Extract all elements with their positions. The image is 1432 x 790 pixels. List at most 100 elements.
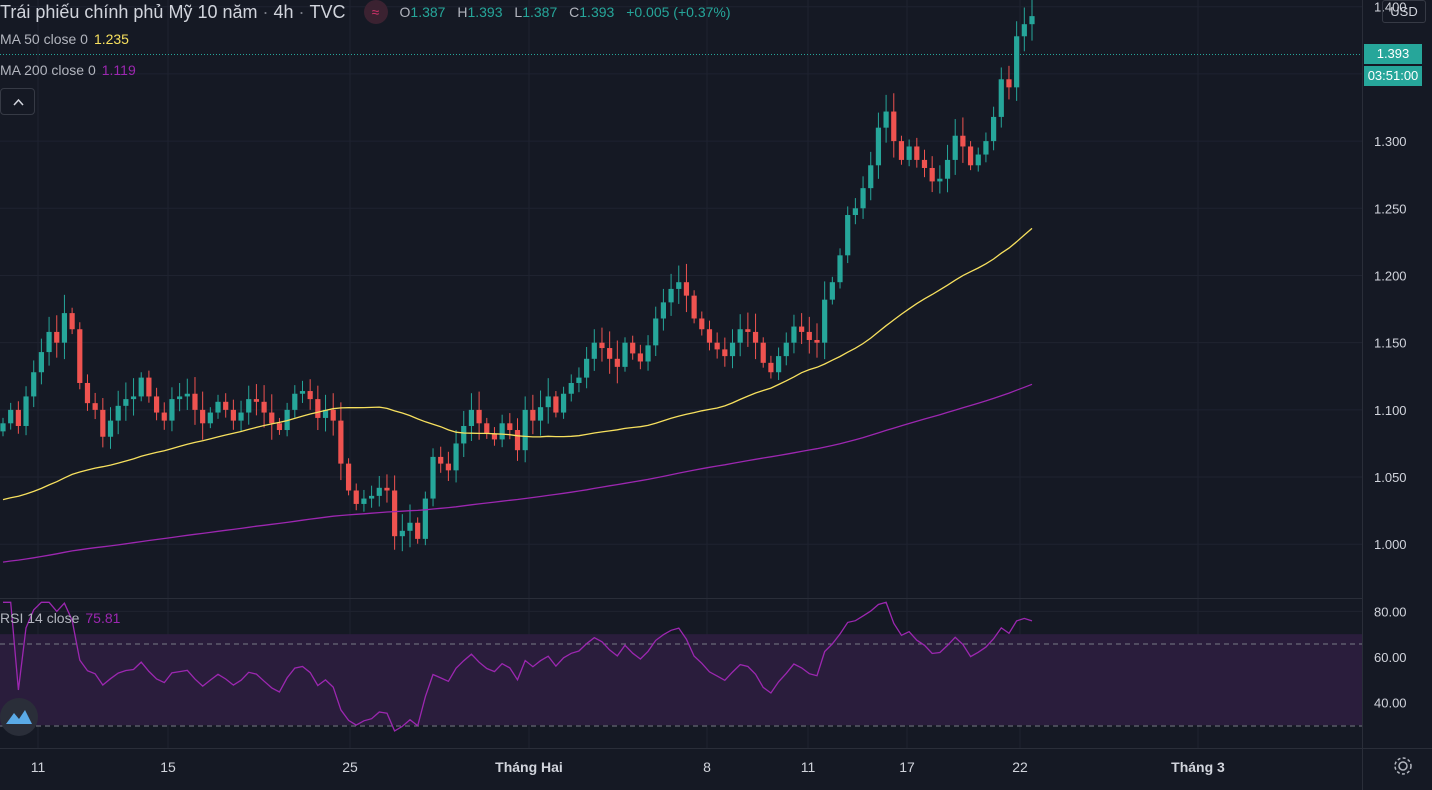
candle-body (645, 345, 651, 362)
candle-body (31, 372, 37, 397)
rsi-overbought-oversold-band (0, 634, 1362, 726)
x-tick-label: 8 (703, 759, 711, 775)
candle-body (553, 396, 559, 413)
candle-body (967, 146, 974, 166)
candle-body (115, 405, 121, 421)
symbol-title[interactable]: Trái phiếu chính phủ Mỹ 10 năm (0, 1, 258, 22)
candle-body (153, 396, 160, 413)
chevron-up-icon (13, 98, 24, 106)
candle-body (576, 377, 582, 383)
candle-body (860, 188, 866, 209)
candle-body (261, 401, 267, 413)
y-tick-label: 1.250 (1374, 201, 1407, 216)
open-value: 1.387 (410, 4, 446, 20)
ma50-value: 1.235 (93, 31, 129, 47)
y-tick-label: 1.050 (1374, 470, 1407, 485)
candle-body (230, 409, 236, 421)
candle-body (507, 423, 513, 431)
candle-body (307, 391, 313, 400)
candle-body (353, 490, 359, 504)
candle-body (921, 159, 928, 168)
candle-body (322, 409, 329, 418)
ma50-legend[interactable]: MA 50 close 0 1.235 (0, 31, 129, 47)
candle-body (875, 127, 882, 166)
candle-body (683, 282, 690, 296)
candle-body (607, 348, 613, 359)
candle-body (706, 329, 713, 343)
candle-body (468, 409, 475, 426)
ma50-line (2, 227, 1033, 501)
candle-body (253, 399, 260, 402)
candle-body (637, 353, 643, 362)
y-tick-label: 1.150 (1374, 336, 1407, 351)
candle-body (1021, 24, 1027, 37)
currency-button[interactable]: USD (1382, 0, 1426, 23)
candle-body (630, 342, 636, 354)
candle-body (368, 495, 375, 499)
collapse-legend-button[interactable] (0, 88, 35, 115)
candle-body (522, 409, 528, 451)
rsi-legend[interactable]: RSI 14 close 75.81 (0, 610, 120, 626)
source-label: TVC (309, 1, 346, 22)
candle-body (768, 362, 774, 373)
tradingview-logo-button[interactable] (0, 698, 38, 736)
low-value: 1.387 (522, 4, 558, 20)
candle-body (691, 295, 697, 319)
candle-body (791, 326, 797, 343)
candle-body (699, 318, 705, 330)
countdown-badge: 03:51:00 (1364, 66, 1422, 86)
candle-body (407, 522, 413, 531)
candle-body (491, 434, 498, 440)
candle-body (453, 443, 459, 471)
gear-icon[interactable] (1392, 755, 1414, 777)
candle-body (914, 146, 920, 160)
candle-body (345, 463, 352, 491)
candle-body (46, 331, 52, 353)
interval-label[interactable]: 4h (273, 1, 294, 22)
rsi-line (3, 601, 1033, 732)
candle-body (545, 396, 551, 408)
candle-body (392, 490, 398, 537)
candle-body (991, 116, 997, 142)
x-tick-label: Tháng 3 (1171, 759, 1225, 775)
candle-body (315, 399, 321, 418)
ma200-legend[interactable]: MA 200 close 0 1.119 (0, 62, 136, 78)
candle-body (269, 412, 275, 424)
candle-body (729, 342, 736, 357)
symbol-legend[interactable]: Trái phiếu chính phủ Mỹ 10 năm · 4h · TV… (0, 0, 731, 24)
candle-body (530, 409, 536, 421)
change-value: +0.005 (+0.37%) (626, 4, 731, 20)
candle-body (906, 146, 912, 160)
wave-icon[interactable]: ≈ (363, 0, 388, 24)
separator: · (262, 1, 269, 22)
candle-body (38, 352, 44, 373)
candle-body (983, 141, 989, 155)
tradingview-logo-icon (6, 710, 32, 724)
candle-body (937, 178, 943, 182)
candle-body (891, 111, 897, 142)
candle-body (92, 403, 98, 410)
candle-body (499, 423, 505, 440)
candle-body (445, 463, 451, 471)
candle-body (384, 487, 390, 491)
open-key: O (399, 4, 411, 20)
x-tick-label: 11 (31, 759, 46, 775)
candle-body (814, 339, 820, 343)
candle-body (330, 409, 336, 421)
candle-body (591, 342, 597, 359)
candles[interactable] (0, 0, 1035, 552)
candle-body (422, 498, 428, 539)
x-tick-label: Tháng Hai (495, 759, 563, 775)
candle-body (1014, 36, 1020, 88)
candle-body (998, 79, 1004, 117)
candle-body (415, 522, 421, 539)
y-tick-label: 1.200 (1374, 268, 1407, 283)
candle-body (223, 401, 229, 410)
candle-body (514, 430, 521, 451)
separator: · (298, 1, 305, 22)
ohlc-values: O1.387 H1.393 L1.387 C1.393 +0.005 (+0.3… (400, 4, 731, 20)
candle-body (399, 530, 405, 537)
rsi-label: RSI 14 close (0, 610, 80, 626)
candle-body (276, 423, 283, 431)
